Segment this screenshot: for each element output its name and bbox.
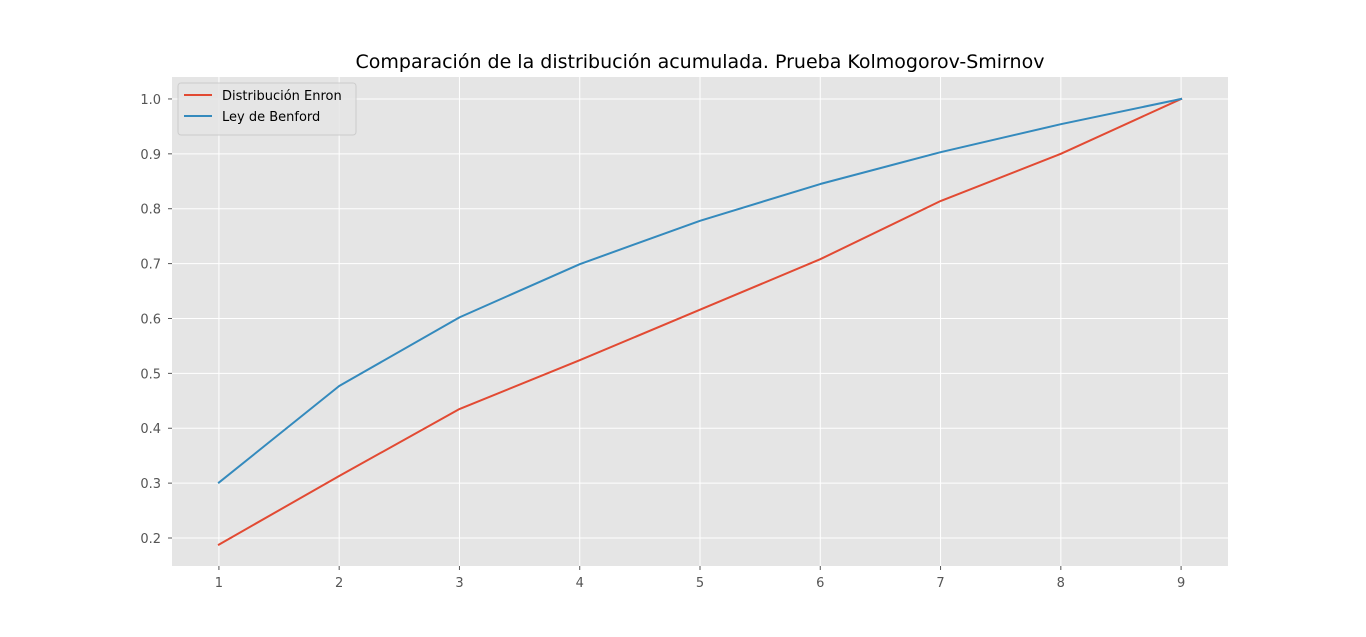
x-gridlines xyxy=(218,77,1182,566)
y-tick-label: 0.5 xyxy=(140,367,161,382)
series-line-2 xyxy=(217,97,1183,484)
y-tick-label: 0.4 xyxy=(140,422,161,437)
x-tick-label: 6 xyxy=(816,576,824,591)
series-layer xyxy=(217,97,1183,546)
y-axis-ticks: 0.2 0.3 0.4 0.5 0.6 0.7 0.8 0.9 1.0 xyxy=(140,93,172,547)
y-tick-label: 0.6 xyxy=(140,312,161,327)
x-tick-label: 2 xyxy=(335,576,343,591)
x-tick-label: 5 xyxy=(696,576,704,591)
x-tick-label: 9 xyxy=(1177,576,1185,591)
x-tick-label: 4 xyxy=(576,576,584,591)
x-tick-label: 3 xyxy=(455,576,463,591)
series-line-1 xyxy=(217,97,1183,546)
y-tick-label: 0.3 xyxy=(140,477,161,492)
x-tick-label: 8 xyxy=(1057,576,1065,591)
legend-label: Ley de Benford xyxy=(222,110,320,125)
legend-label: Distribución Enron xyxy=(222,89,342,104)
y-tick-label: 0.7 xyxy=(140,258,161,273)
x-tick-label: 7 xyxy=(936,576,944,591)
legend: Distribución Enron Ley de Benford xyxy=(177,82,357,136)
legend-box xyxy=(177,82,357,136)
x-axis-ticks: 1 2 3 4 5 6 7 8 9 xyxy=(215,566,1185,591)
y-tick-label: 0.8 xyxy=(140,203,161,218)
y-tick-label: 0.9 xyxy=(140,148,161,163)
y-tick-label: 0.2 xyxy=(140,532,161,547)
chart-title: Comparación de la distribución acumulada… xyxy=(356,51,1045,73)
y-tick-label: 1.0 xyxy=(140,93,161,108)
x-tick-label: 1 xyxy=(215,576,223,591)
